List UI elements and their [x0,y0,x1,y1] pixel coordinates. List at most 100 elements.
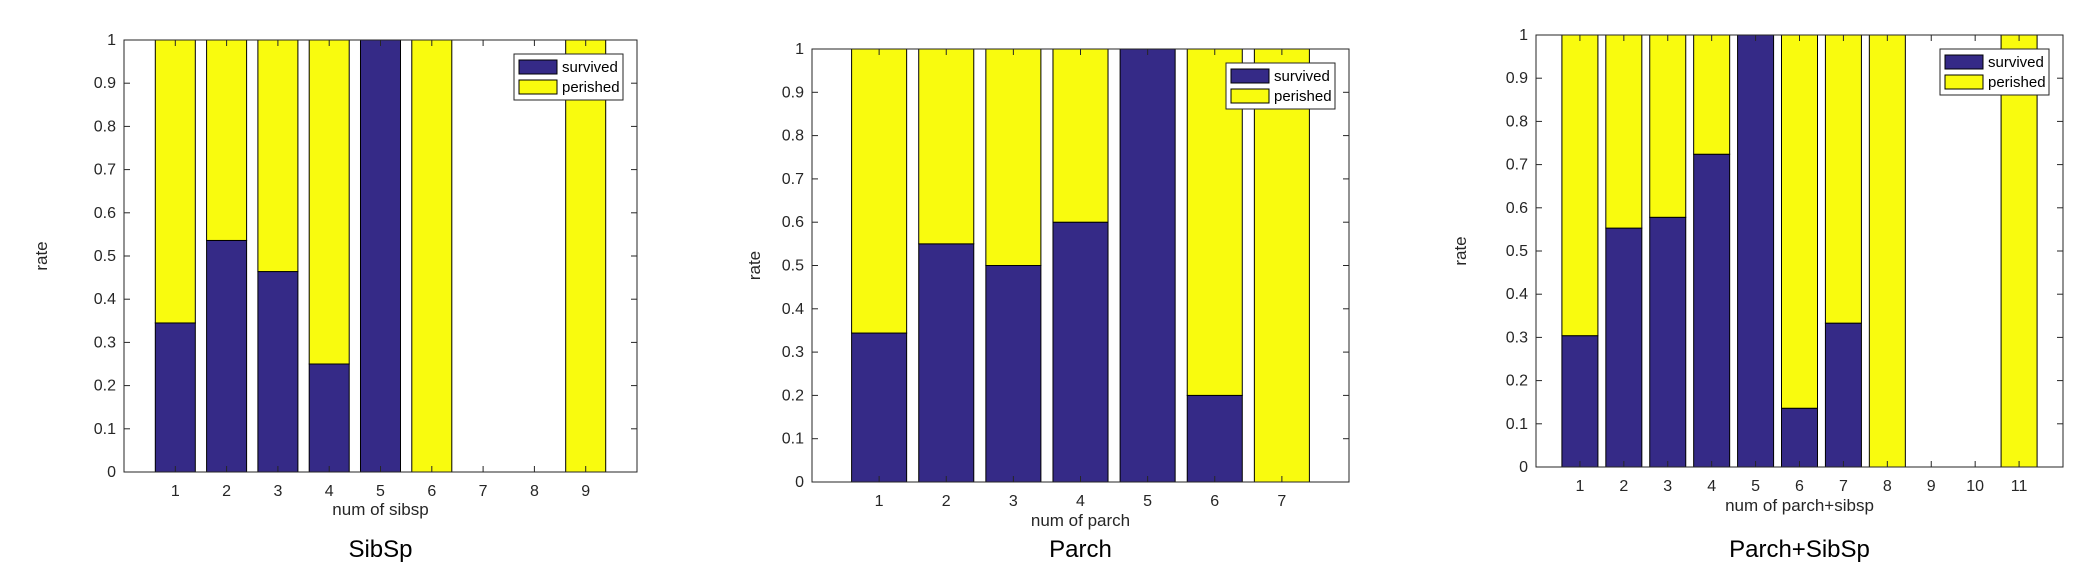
y-tick-label: 0.7 [782,171,804,188]
legend-swatch-perished [1944,74,1984,90]
y-tick-label: 0.5 [1506,243,1528,260]
bar-perished-1 [851,48,908,334]
bar-perished-7 [1824,34,1862,324]
x-tick-label: 11 [2011,478,2028,495]
y-tick-label: 0.9 [94,75,116,92]
bar-perished-1 [1561,34,1599,337]
x-axis-label: num of parch [1031,511,1130,530]
legend-swatch-perished [518,79,558,95]
y-tick-label: 1 [1519,27,1528,44]
legend: survived perished [513,53,624,101]
bar-perished-6 [1780,34,1819,409]
legend-label-survived: survived [1274,68,1330,85]
bar-perished-9 [565,39,607,473]
y-axis-label: rate [745,251,764,280]
bar-survived-1 [154,322,196,473]
x-tick-label: 5 [376,483,385,500]
x-tick-label: 1 [171,483,180,500]
x-axis-label: num of parch+sibsp [1725,496,1874,515]
y-tick-label: 0.5 [94,248,116,265]
chart-caption: Parch+SibSp [1729,536,1870,563]
bar-survived-4 [308,363,350,473]
x-tick-label: 4 [1076,493,1085,510]
y-tick-label: 0.7 [1506,157,1528,174]
x-tick-label: 7 [1839,478,1848,495]
x-tick-label: 7 [479,483,488,500]
bar-perished-4 [1693,34,1731,155]
x-tick-label: 1 [875,493,884,510]
y-tick-label: 0.3 [94,334,116,351]
bar-survived-1 [851,332,908,483]
bar-perished-11 [2000,34,2038,468]
y-tick-label: 0.5 [782,258,804,275]
y-tick-label: 0.4 [1506,286,1528,303]
y-tick-label: 0.9 [1506,70,1528,87]
legend-label-survived: survived [1988,54,2044,71]
bar-survived-6 [1780,407,1819,468]
bar-survived-3 [1649,216,1687,468]
bar-perished-2 [918,48,975,245]
x-tick-label: 2 [222,483,231,500]
bar-survived-2 [918,243,975,483]
y-tick-label: 0.8 [1506,113,1528,130]
bar-perished-4 [1052,48,1109,223]
bar-perished-3 [1649,34,1687,218]
bar-survived-7 [1824,322,1862,468]
bar-survived-4 [1693,153,1731,468]
x-tick-label: 4 [1707,478,1716,495]
bar-survived-5 [359,39,402,473]
x-tick-label: 8 [1883,478,1892,495]
legend-label-perished: perished [1274,88,1332,105]
legend-swatch-survived [1944,54,1984,70]
y-tick-label: 0.1 [782,431,804,448]
bar-perished-8 [1868,34,1906,468]
y-tick-label: 0.6 [1506,200,1528,217]
bar-survived-3 [985,265,1042,483]
legend-label-survived: survived [562,59,618,76]
y-axis-label: rate [32,241,51,270]
bar-survived-3 [257,271,299,473]
y-tick-label: 0.7 [94,162,116,179]
bar-perished-3 [257,39,299,273]
y-tick-label: 0 [795,474,804,491]
bar-perished-2 [206,39,248,241]
chart-3: 00.10.20.30.40.50.60.70.80.911 2 3 4 5 6 7 8 9 10… [1451,27,2064,563]
y-tick-label: 0.3 [782,344,804,361]
chart-2: 0 0.1 0.2 0.3 0.4 0.5 0.6 0.7 0.8 0.9 1 1 2 3 4 5 6 7 num … [745,41,1350,563]
y-tick-label: 0.8 [94,118,116,135]
legend-swatch-perished [1230,88,1270,104]
x-tick-label: 3 [1663,478,1672,495]
x-tick-label: 2 [942,493,951,510]
bar-survived-5 [1737,34,1775,468]
x-tick-label: 9 [1927,478,1936,495]
bar-survived-4 [1052,221,1109,483]
x-tick-label: 7 [1277,493,1286,510]
y-tick-label: 1 [795,41,804,58]
y-tick-label: 0.2 [94,378,116,395]
legend-label-perished: perished [1988,74,2046,91]
y-tick-label: 0.2 [1506,373,1528,390]
legend-swatch-survived [518,59,558,75]
x-tick-label: 5 [1143,493,1152,510]
y-tick-label: 0.3 [1506,329,1528,346]
bar-perished-1 [154,39,196,324]
x-tick-label: 2 [1619,478,1628,495]
bar-survived-2 [1605,227,1643,468]
x-tick-label: 8 [530,483,539,500]
y-tick-label: 0.6 [94,205,116,222]
y-tick-label: 0.2 [782,387,804,404]
y-tick-label: 0.6 [782,214,804,231]
legend: survived perished [1225,62,1336,110]
bar-perished-6 [411,39,453,473]
legend-swatch-survived [1230,68,1270,84]
bar-survived-5 [1119,48,1176,483]
chart-1: 0 0.1 0.2 0.3 0.4 0.5 0.6 0.7 0.8 0.9 1 1 2 3 4 5 6 7 8 9 nu… [32,32,638,563]
bar-survived-2 [206,239,248,473]
x-tick-label: 6 [427,483,436,500]
y-tick-label: 0.1 [1506,416,1528,433]
x-tick-label: 3 [1009,493,1018,510]
y-tick-label: 0.4 [94,291,116,308]
bar-perished-7 [1253,48,1310,483]
bar-perished-3 [985,48,1042,266]
